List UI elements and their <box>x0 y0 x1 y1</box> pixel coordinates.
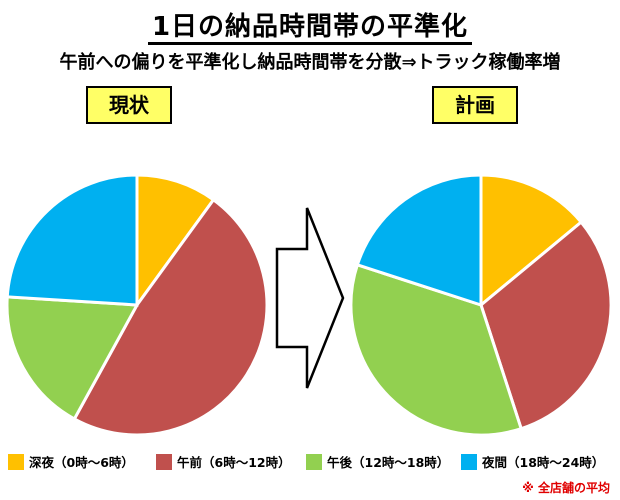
slice-evening <box>5 173 139 307</box>
legend-label: 午後（12時～18時） <box>327 455 450 470</box>
pie-current <box>5 173 269 437</box>
pie-plan <box>349 173 613 437</box>
legend-swatch <box>306 453 322 470</box>
footnote: ※ 全店舗の平均 <box>522 481 610 495</box>
legend-item-evening: 夜間（18時～24時） <box>461 452 604 471</box>
slice-morning <box>72 197 269 437</box>
legend-item-morning: 午前（6時～12時） <box>156 452 291 471</box>
legend: 深夜（0時～6時） 午前（6時～12時） 午後（12時～18時） 夜間（18時～… <box>8 452 620 472</box>
slice-late-night <box>479 173 584 309</box>
legend-label: 夜間（18時～24時） <box>482 455 605 470</box>
legend-swatch <box>8 453 24 470</box>
slice-late-night <box>135 173 216 310</box>
slice-evening <box>355 173 483 308</box>
legend-item-afternoon: 午後（12時～18時） <box>306 452 449 471</box>
legend-label: 深夜（0時～6時） <box>29 455 134 470</box>
slice-afternoon <box>5 295 140 421</box>
legend-item-late-night: 深夜（0時～6時） <box>8 452 134 471</box>
label-current: 現状 <box>86 86 172 124</box>
chart-subtitle: 午前への偏りを平準化し納品時間帯を分散⇒トラック稼働率増 <box>59 52 561 73</box>
slice-morning <box>479 220 613 431</box>
legend-label: 午前（6時～12時） <box>177 455 291 470</box>
slice-afternoon <box>349 262 524 437</box>
chart-title: 1日の納品時間帯の平準化 <box>0 6 620 45</box>
legend-swatch <box>461 453 477 470</box>
legend-swatch <box>156 453 172 470</box>
right-arrow-icon <box>275 207 345 389</box>
label-plan: 計画 <box>432 86 518 124</box>
